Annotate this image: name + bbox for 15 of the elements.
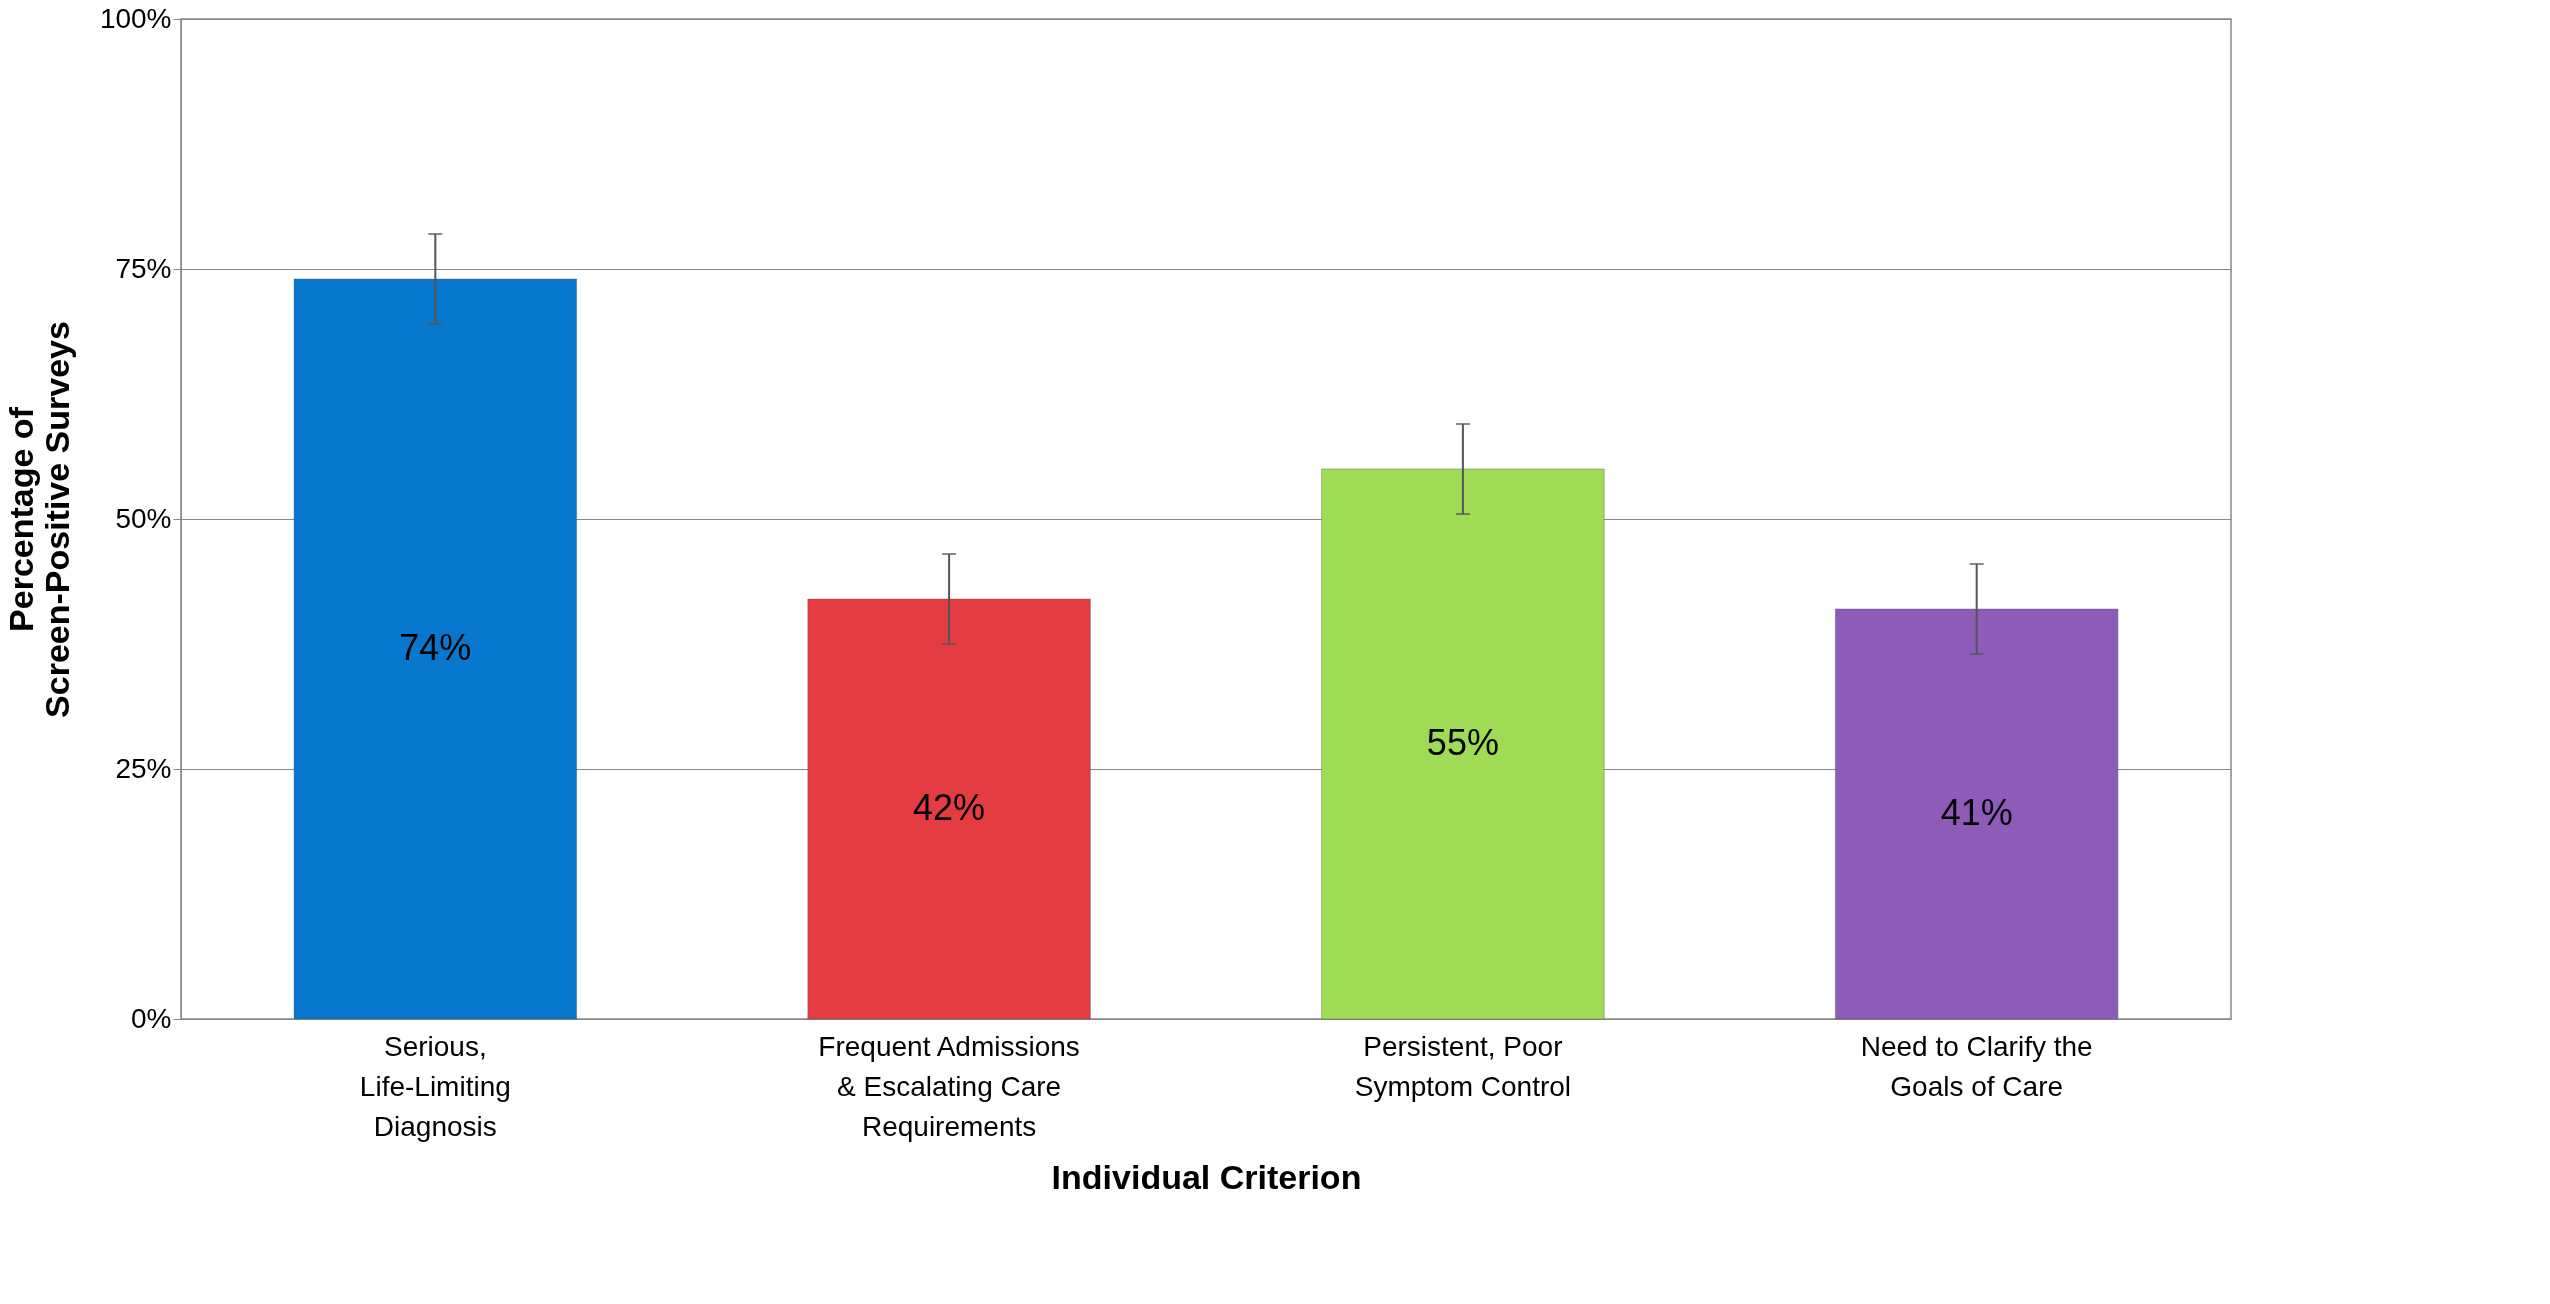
y-tick-label: 100%	[99, 2, 172, 34]
x-tick-label: Persistent, Poor Symptom Control	[1354, 1030, 1572, 1102]
y-axis-title: Percentage of Screen-Positive Surveys	[1, 321, 76, 718]
x-tick-label: Frequent Admissions & Escalating Care Requirements	[818, 1030, 1080, 1142]
x-tick-label: Need to Clarify the Goals of Care	[1860, 1030, 2093, 1102]
y-tick-label: 75%	[115, 252, 172, 284]
data-label: 41%	[1940, 792, 2013, 833]
x-axis-title: Individual Criterion	[1051, 1157, 1362, 1196]
y-tick-label: 50%	[115, 502, 172, 534]
data-label: 74%	[399, 627, 472, 668]
x-tick-label: Serious, Life-Limiting Diagnosis	[359, 1030, 511, 1142]
data-label: 55%	[1426, 722, 1499, 763]
data-label: 42%	[913, 787, 986, 828]
y-tick-label: 0%	[131, 1002, 172, 1034]
y-tick-label: 25%	[115, 752, 172, 784]
